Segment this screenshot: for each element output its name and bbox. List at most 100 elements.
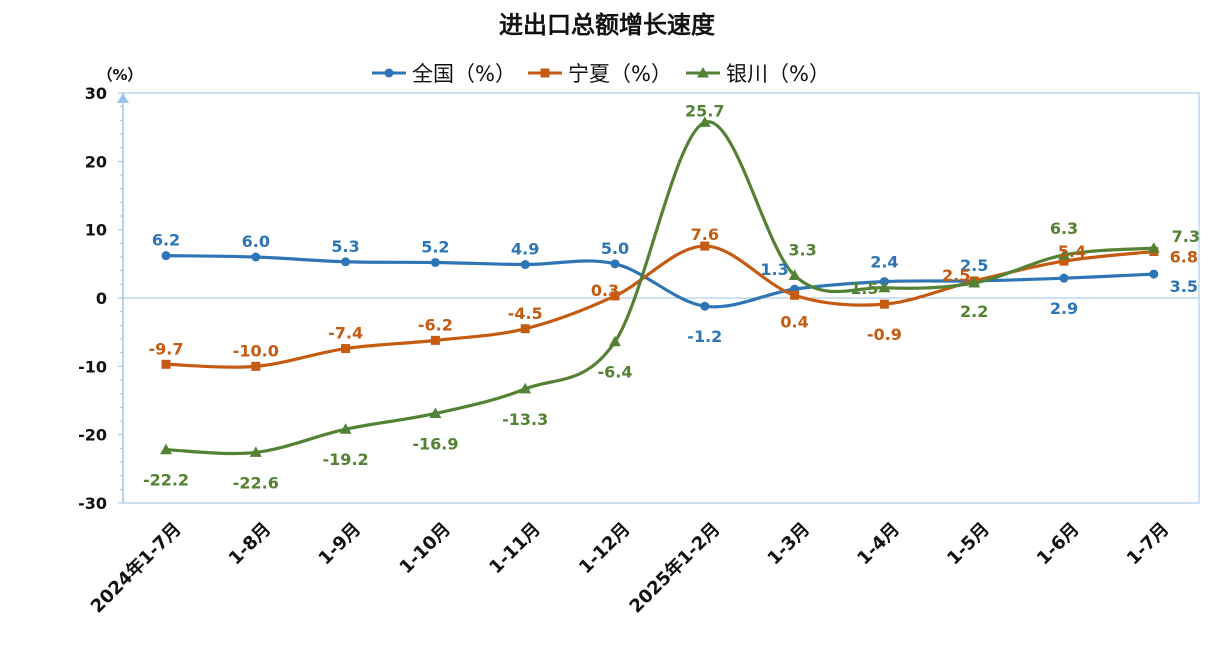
data-label: -13.3 xyxy=(502,410,548,429)
series-yinchuan-point xyxy=(160,443,172,455)
data-label: 3.5 xyxy=(1170,277,1198,296)
legend: 全国（%） 宁夏（%） 银川（%） xyxy=(372,62,830,86)
series-yinchuan-point xyxy=(878,281,891,293)
legend-marker xyxy=(697,67,709,78)
series-national-point xyxy=(1149,269,1159,279)
y-tick-label: 30 xyxy=(85,84,107,103)
series-ningxia-point xyxy=(790,290,800,300)
x-tick-label: 1-7月 xyxy=(1123,519,1174,570)
data-label: -6.2 xyxy=(418,315,453,334)
series-ningxia-point xyxy=(251,361,261,371)
y-tick-label: -30 xyxy=(78,494,107,513)
series-national-point xyxy=(520,260,530,270)
data-label: 6.3 xyxy=(1050,219,1078,238)
data-label: -22.6 xyxy=(233,473,279,492)
data-label: -0.9 xyxy=(867,325,902,344)
series-national-point xyxy=(610,259,620,269)
data-label: -9.7 xyxy=(149,339,184,358)
x-tick-label: 1-5月 xyxy=(943,519,994,570)
series-yinchuan-point xyxy=(249,446,262,457)
series-yinchuan-point xyxy=(698,116,711,127)
series-national-point xyxy=(251,252,261,262)
series-yinchuan-point xyxy=(1147,242,1160,253)
series-ningxia-point xyxy=(610,291,620,301)
x-tick-label: 1-12月 xyxy=(575,519,634,578)
data-label: 2.5 xyxy=(960,256,988,275)
data-label: 6.0 xyxy=(242,232,270,251)
data-label: 1.5 xyxy=(850,279,878,298)
y-axis: 30 20 10 0 -10 -20 -30 xyxy=(78,84,129,513)
y-tick-label: -10 xyxy=(78,357,107,376)
data-label: -19.2 xyxy=(323,450,369,469)
data-label: 2.5 xyxy=(942,266,970,285)
x-tick-label: 1-11月 xyxy=(485,519,544,578)
series-yinchuan-point xyxy=(339,423,352,434)
data-label: 2.2 xyxy=(960,302,988,321)
series-yinchuan-point xyxy=(968,276,981,288)
x-tick-label: 1-10月 xyxy=(396,519,455,578)
legend-marker xyxy=(540,68,550,78)
series-yinchuan xyxy=(160,116,1160,457)
series-national-point xyxy=(341,257,351,267)
series-ningxia-point xyxy=(341,344,351,354)
series-national-point xyxy=(700,301,710,311)
series-ningxia-point xyxy=(430,335,440,345)
data-label: 2.9 xyxy=(1050,299,1078,318)
legend-label: 全国（%） xyxy=(412,62,516,86)
data-label: 5.4 xyxy=(1058,242,1086,261)
data-label: 2.4 xyxy=(870,253,898,272)
data-label: 3.3 xyxy=(788,240,816,259)
legend-label: 宁夏（%） xyxy=(568,62,672,86)
y-tick-label: 10 xyxy=(85,221,107,240)
series-ningxia-point xyxy=(879,299,889,309)
x-tick-label: 1-3月 xyxy=(764,519,815,570)
data-label: -7.4 xyxy=(328,324,363,343)
series-national-point xyxy=(879,277,889,287)
data-label: 7.6 xyxy=(691,225,719,244)
series-national-point xyxy=(161,251,171,261)
data-label: 7.3 xyxy=(1172,227,1200,246)
data-labels: 6.2 6.0 5.3 5.2 4.9 5.0 -1.2 1.3 2.4 2.5 2.9 3.5 -9.… xyxy=(143,101,1200,492)
data-label: 5.2 xyxy=(421,237,449,256)
series-yinchuan-point xyxy=(788,269,801,280)
series-ningxia-point xyxy=(520,324,530,334)
series-ningxia-point xyxy=(700,241,710,251)
y-tick-label: 0 xyxy=(96,289,107,308)
legend-label: 银川（%） xyxy=(726,62,830,86)
data-label: 6.2 xyxy=(152,231,180,250)
series-layer xyxy=(160,116,1160,457)
x-tick-label: 1-9月 xyxy=(315,519,366,570)
legend-marker xyxy=(384,68,394,78)
series-ningxia-point xyxy=(161,359,171,369)
data-label: -6.4 xyxy=(598,363,633,382)
x-tick-label: 1-6月 xyxy=(1033,519,1084,570)
data-label: -10.0 xyxy=(233,341,279,360)
series-national xyxy=(161,251,1159,311)
series-yinchuan-point xyxy=(429,407,442,418)
data-label: 1.3 xyxy=(760,260,788,279)
data-label: -22.2 xyxy=(143,471,189,490)
y-axis-unit-label: （%） xyxy=(97,66,142,84)
data-label: 5.3 xyxy=(331,237,359,256)
data-label: -16.9 xyxy=(412,434,458,453)
x-tick-label: 1-8月 xyxy=(225,519,276,570)
data-label: -1.2 xyxy=(687,327,722,346)
x-axis: 2024年1-7月 1-8月 1-9月 1-10月 1-11月 1-12月2025年1-2… xyxy=(86,518,1173,617)
series-yinchuan-point xyxy=(519,382,532,394)
data-label: 6.8 xyxy=(1170,248,1198,267)
legend-item-ningxia: 宁夏（%） xyxy=(528,62,672,86)
y-axis-arrow-icon xyxy=(117,93,129,103)
series-national-line xyxy=(165,254,1154,309)
data-label: 5.0 xyxy=(601,239,629,258)
series-national-point xyxy=(430,257,440,267)
data-label: -4.5 xyxy=(508,304,543,323)
legend-item-yinchuan: 银川（%） xyxy=(686,62,830,86)
series-yinchuan-point xyxy=(609,335,621,347)
data-label: 0.3 xyxy=(591,281,619,300)
series-national-point xyxy=(1059,273,1069,283)
x-tick-label: 1-4月 xyxy=(853,519,904,570)
y-tick-label: -20 xyxy=(78,426,107,445)
series-ningxia-point xyxy=(1059,256,1069,266)
x-tick-label: 2024年1-7月 xyxy=(86,518,185,617)
